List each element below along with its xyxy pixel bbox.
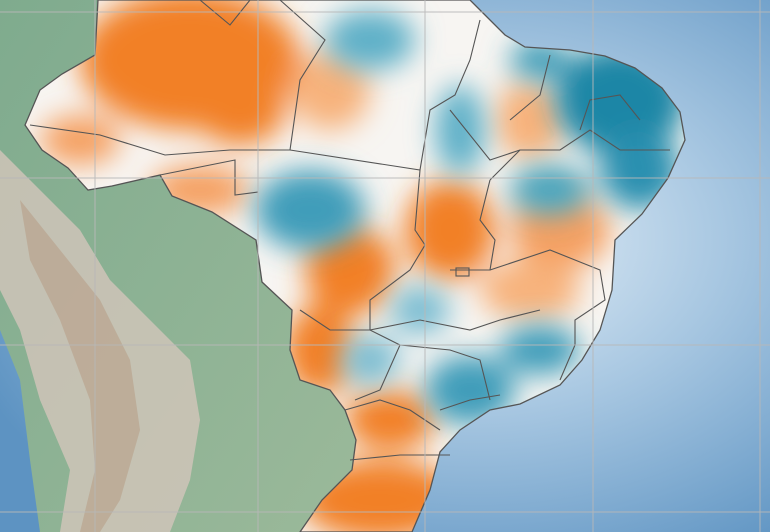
blob <box>255 170 365 250</box>
blob <box>405 180 495 280</box>
blob <box>510 40 570 80</box>
blob <box>195 75 285 145</box>
blob <box>480 260 580 320</box>
state-border <box>289 19 481 171</box>
blob <box>340 335 400 385</box>
state-border <box>369 169 426 330</box>
blob <box>40 115 120 165</box>
state-border <box>439 394 501 411</box>
state-border <box>29 124 290 156</box>
federal-district <box>455 267 470 277</box>
blob <box>285 305 355 395</box>
state-borders <box>29 0 670 461</box>
country-border <box>24 0 686 532</box>
state-border <box>489 129 670 181</box>
blob <box>345 390 435 450</box>
state-border <box>299 309 401 401</box>
andes-ridge <box>20 200 140 532</box>
state-border <box>279 0 326 151</box>
state-border <box>369 309 541 331</box>
blob <box>290 50 370 130</box>
blob <box>390 285 450 335</box>
state-border <box>579 94 641 131</box>
state-border <box>199 0 251 26</box>
blob <box>495 80 565 160</box>
state-border <box>509 54 551 121</box>
blob <box>435 85 485 175</box>
state-border <box>449 109 521 161</box>
teal-anomalies <box>255 10 685 425</box>
blob <box>510 165 590 215</box>
state-border <box>349 454 450 461</box>
blob <box>325 10 415 70</box>
state-border <box>450 179 496 271</box>
blob <box>500 325 580 375</box>
